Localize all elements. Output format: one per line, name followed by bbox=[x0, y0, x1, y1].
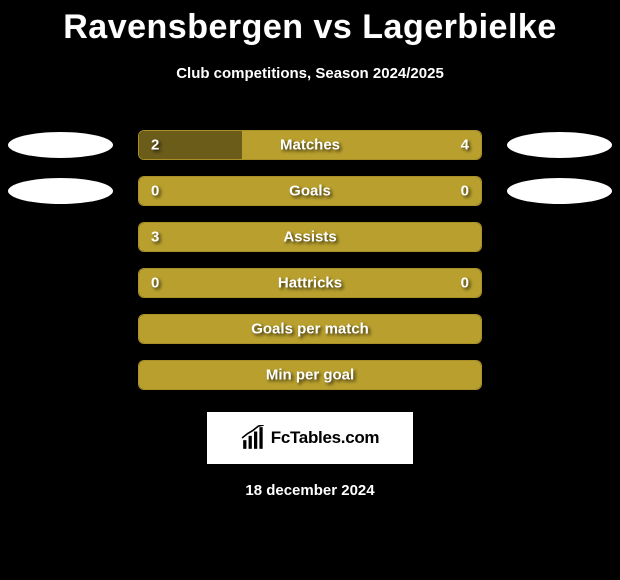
player-badge-right bbox=[507, 178, 612, 204]
stat-label: Hattricks bbox=[278, 275, 342, 292]
stat-value-left: 2 bbox=[151, 137, 159, 154]
date-label: 18 december 2024 bbox=[0, 482, 620, 499]
stat-row: Hattricks 0 0 bbox=[0, 260, 620, 306]
player-badge-left bbox=[8, 132, 113, 158]
stat-bar: Min per goal bbox=[138, 360, 482, 390]
stat-bar: Goals per match bbox=[138, 314, 482, 344]
stat-label: Goals bbox=[289, 183, 331, 200]
stat-label: Assists bbox=[283, 229, 336, 246]
stat-value-left: 0 bbox=[151, 183, 159, 200]
comparison-chart: Matches24Goals00Assists3Hattricks00Goals… bbox=[0, 122, 620, 398]
stat-label: Goals per match bbox=[251, 321, 369, 338]
stat-value-left: 0 bbox=[151, 275, 159, 292]
player-badge-right bbox=[507, 132, 612, 158]
stat-value-left: 3 bbox=[151, 229, 159, 246]
stat-row: Matches 2 4 bbox=[0, 122, 620, 168]
chart-icon bbox=[241, 425, 267, 451]
stat-bar: Goals 0 0 bbox=[138, 176, 482, 206]
bar-segment-right bbox=[242, 131, 481, 159]
player-badge-left bbox=[8, 178, 113, 204]
stat-row: Goals per match bbox=[0, 306, 620, 352]
stat-bar: Matches 2 4 bbox=[138, 130, 482, 160]
stat-value-right: 0 bbox=[461, 275, 469, 292]
page-title: Ravensbergen vs Lagerbielke bbox=[0, 0, 620, 47]
stat-label: Min per goal bbox=[266, 367, 354, 384]
subtitle: Club competitions, Season 2024/2025 bbox=[0, 65, 620, 82]
stat-label: Matches bbox=[280, 137, 340, 154]
stat-row: Goals 0 0 bbox=[0, 168, 620, 214]
stat-row: Min per goal bbox=[0, 352, 620, 398]
stat-value-right: 0 bbox=[461, 183, 469, 200]
watermark-label: FcTables.com bbox=[271, 428, 380, 448]
stat-bar: Hattricks 0 0 bbox=[138, 268, 482, 298]
stat-bar: Assists 3 bbox=[138, 222, 482, 252]
watermark: FcTables.com bbox=[207, 412, 413, 464]
stat-row: Assists 3 bbox=[0, 214, 620, 260]
stat-value-right: 4 bbox=[461, 137, 469, 154]
